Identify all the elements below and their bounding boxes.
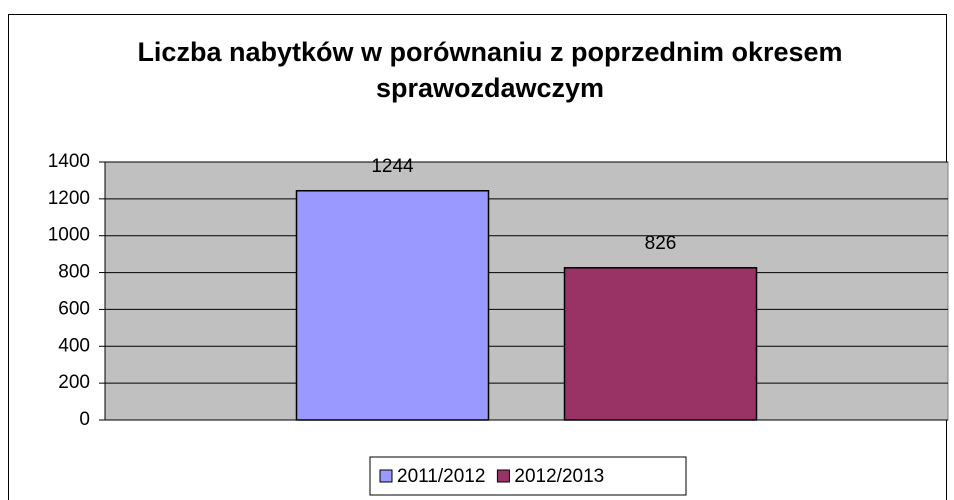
- legend-label: 2011/2012: [397, 466, 485, 487]
- y-tick-label: 200: [58, 372, 90, 393]
- legend-swatch: [379, 469, 393, 483]
- bar: [563, 267, 758, 421]
- plot-area: [104, 161, 949, 421]
- y-tick-label: 400: [58, 335, 90, 356]
- legend-label: 2012/2013: [514, 466, 604, 487]
- bar: [295, 189, 490, 421]
- legend-box: [369, 456, 687, 496]
- legend-swatch: [496, 469, 510, 483]
- y-tick-label: 800: [58, 262, 90, 283]
- y-tick-label: 1000: [48, 225, 90, 246]
- data-label: 1244: [371, 156, 414, 177]
- chart-title: Liczba nabytków w porównaniu z poprzedni…: [137, 37, 843, 103]
- y-tick-label: 0: [79, 409, 90, 430]
- y-tick-label: 1200: [48, 188, 90, 209]
- y-tick-label: 1400: [48, 151, 90, 172]
- data-label: 826: [645, 233, 677, 254]
- y-tick-label: 600: [58, 298, 90, 319]
